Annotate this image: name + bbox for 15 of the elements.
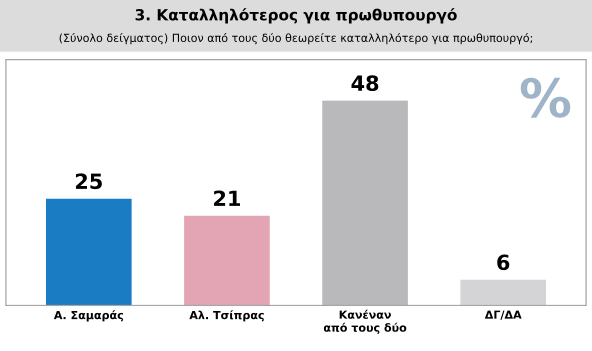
data-label: 25 [76,173,102,190]
data-label: 48 [352,75,378,92]
chart-subtitle: (Σύνολο δείγματος) Ποιον από τους δύο θεωρείτε καταλληλότερο για πρωθυπουργό; [60,33,532,44]
bar [184,216,270,306]
data-label: 6 [497,254,510,270]
annotation: % [520,78,570,118]
bar [322,100,408,306]
chart-title: 3. Καταλληλότερος για πρωθυπουργό [136,8,457,24]
x-tick-label: Κανέναν από τους δύο [324,310,406,334]
bar [460,280,546,306]
data-label: 21 [214,190,240,206]
x-tick-label: Αλ. Τσίπρας [189,310,264,322]
x-tick-label: ΔΓ/ΔΑ [484,310,522,320]
x-tick-label: Α. Σαμαράς [54,310,124,322]
bar [46,198,132,306]
